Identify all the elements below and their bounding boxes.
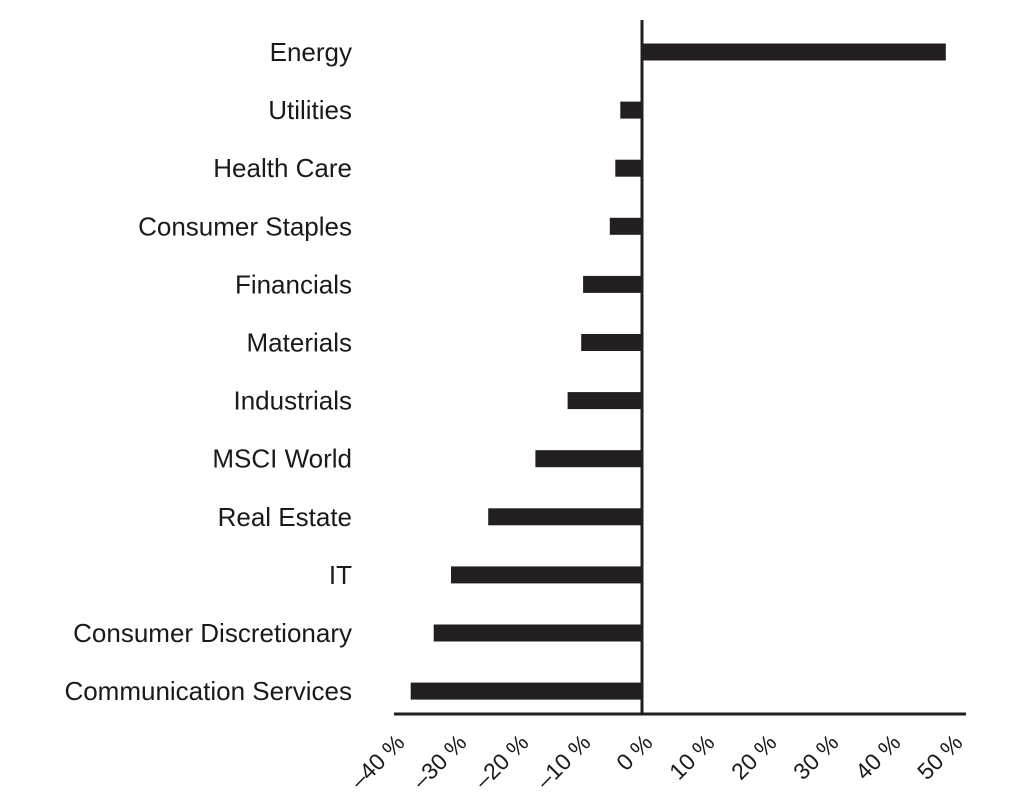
category-label: IT [329,560,352,590]
x-tick-label: 0 % [611,729,657,775]
x-tick-label: –30 % [407,729,472,794]
category-label: Materials [247,328,352,358]
category-label: Energy [270,37,352,67]
category-label: Utilities [268,95,352,125]
category-label: Industrials [234,386,353,416]
category-label: Financials [235,269,352,299]
x-tick-label: 40 % [850,729,905,784]
x-tick-label: –40 % [345,729,410,794]
bar-msci-world [535,450,642,468]
bar-communication-services [410,682,642,700]
x-tick-label: 10 % [664,729,719,784]
category-label: Real Estate [218,502,352,532]
x-tick-label: 20 % [726,729,781,784]
bar-real-estate [488,508,642,526]
bar-consumer-discretionary [433,624,642,642]
x-tick-label: –10 % [531,729,596,794]
bar-materials [581,334,642,351]
bar-energy [642,43,946,61]
category-label: MSCI World [212,444,352,474]
bars-group [410,43,946,700]
x-tick-label: 30 % [788,729,843,784]
x-tick-label: 50 % [912,729,967,784]
bar-utilities [620,101,642,119]
category-label: Health Care [213,153,352,183]
category-label: Consumer Discretionary [73,618,352,648]
bar-industrials [567,392,642,410]
category-labels: Energy Utilities Health Care Consumer Stapl… [64,37,352,706]
category-label: Consumer Staples [138,211,352,241]
bar-health-care [615,159,642,177]
category-label: Communication Services [64,676,352,706]
x-tick-label: –20 % [469,729,534,794]
bar-consumer-staples [609,217,642,235]
bar-it [451,566,642,584]
x-tick-labels: –40 %–30 %–20 %–10 % 0 % 10 % 20 % 30 % 40 % 5… [345,729,968,794]
bar-financials [583,275,642,293]
